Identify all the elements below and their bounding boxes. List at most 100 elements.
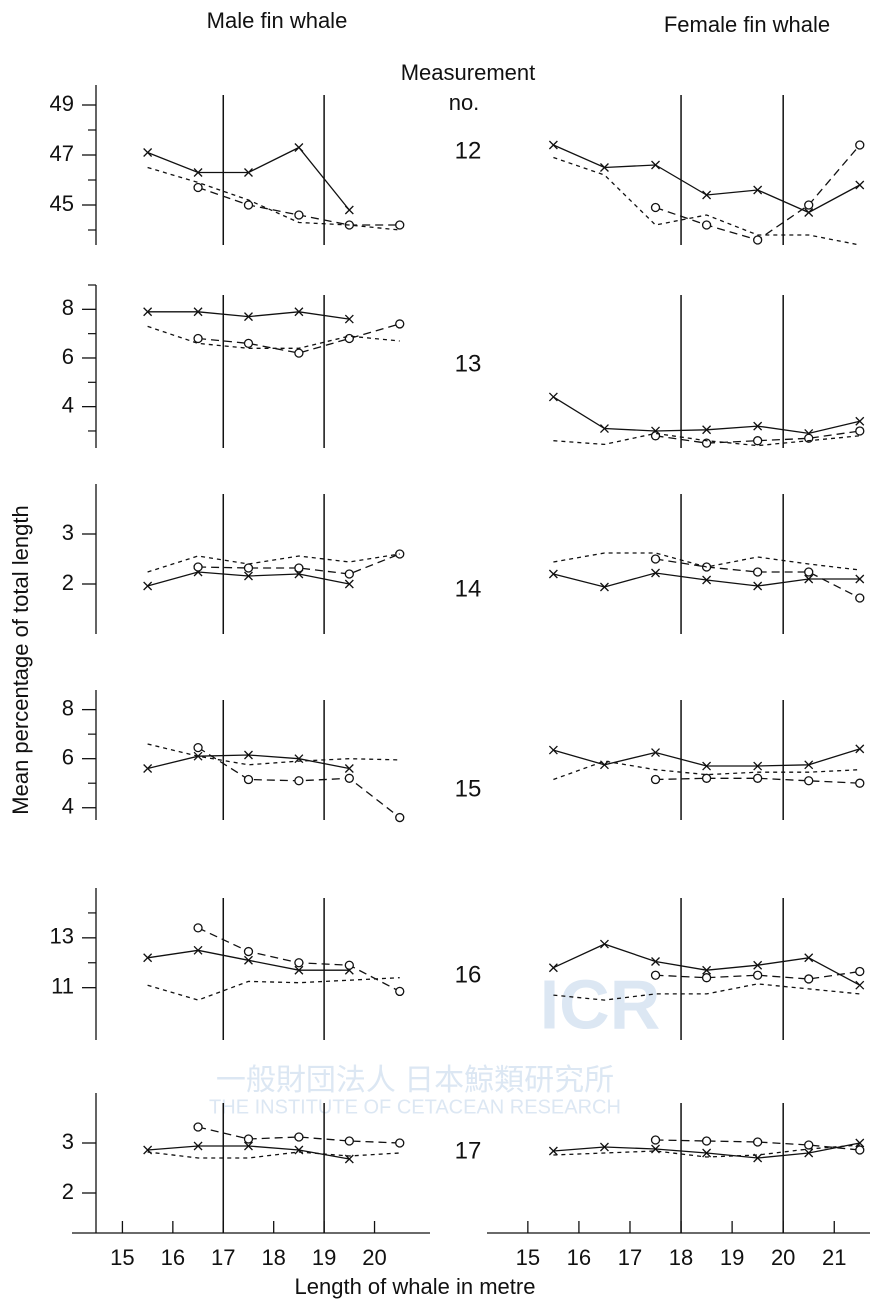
marker-cross bbox=[548, 1146, 558, 1156]
marker-cross bbox=[143, 307, 153, 317]
series-line bbox=[198, 323, 400, 354]
x-tick-label: 20 bbox=[771, 1245, 795, 1270]
marker-cross bbox=[244, 312, 253, 322]
marker-circle bbox=[395, 549, 405, 559]
y-tick-label: 8 bbox=[62, 295, 74, 320]
marker-cross bbox=[344, 314, 354, 324]
y-tick-label: 8 bbox=[62, 695, 74, 720]
measurement-number: 17 bbox=[455, 1137, 482, 1164]
marker-circle bbox=[294, 958, 304, 968]
marker-cross bbox=[702, 190, 712, 200]
series-line bbox=[655, 558, 861, 599]
series-line bbox=[147, 553, 400, 573]
series-line bbox=[553, 144, 861, 214]
marker-circle bbox=[395, 1138, 405, 1148]
marker-circle bbox=[855, 778, 865, 788]
marker-cross bbox=[599, 163, 609, 172]
marker-circle bbox=[650, 970, 661, 980]
column-title: Male fin whale bbox=[207, 8, 348, 33]
marker-circle bbox=[804, 974, 814, 984]
marker-circle bbox=[395, 812, 405, 823]
measurement-number: 16 bbox=[455, 961, 482, 988]
series-line bbox=[147, 1145, 350, 1160]
marker-cross bbox=[804, 760, 814, 770]
measurement-number: 14 bbox=[455, 575, 482, 602]
marker-cross bbox=[753, 960, 763, 970]
measurement-heading: Measurement bbox=[401, 60, 536, 85]
marker-circle bbox=[243, 338, 254, 349]
marker-cross bbox=[548, 140, 558, 150]
marker-circle bbox=[395, 319, 405, 329]
x-tick-label: 20 bbox=[362, 1245, 386, 1270]
marker-circle bbox=[855, 1145, 865, 1155]
series-line bbox=[147, 166, 400, 231]
series-line bbox=[198, 553, 400, 575]
marker-cross bbox=[143, 148, 153, 157]
marker-cross bbox=[855, 416, 865, 426]
x-tick-label: 18 bbox=[261, 1245, 285, 1270]
series-line bbox=[553, 432, 860, 447]
marker-circle bbox=[753, 1137, 763, 1147]
measurement-number: 15 bbox=[455, 775, 482, 802]
marker-cross bbox=[651, 957, 660, 966]
y-tick-label: 4 bbox=[62, 794, 74, 819]
marker-cross bbox=[651, 160, 660, 170]
marker-circle bbox=[650, 554, 661, 564]
marker-circle bbox=[650, 774, 661, 785]
marker-circle bbox=[753, 567, 763, 577]
marker-circle bbox=[243, 1134, 254, 1144]
marker-circle bbox=[650, 202, 661, 213]
marker-cross bbox=[193, 168, 203, 177]
marker-circle bbox=[344, 960, 354, 970]
marker-cross bbox=[804, 953, 814, 963]
x-tick-label: 18 bbox=[669, 1245, 693, 1270]
series-line bbox=[553, 552, 860, 571]
marker-circle bbox=[193, 182, 203, 193]
marker-circle bbox=[193, 333, 203, 344]
marker-cross bbox=[294, 143, 304, 152]
marker-circle bbox=[855, 140, 865, 150]
marker-circle bbox=[294, 210, 304, 220]
x-tick-label: 15 bbox=[110, 1245, 134, 1270]
marker-cross bbox=[294, 754, 304, 764]
marker-cross bbox=[193, 945, 203, 955]
marker-circle bbox=[855, 426, 865, 436]
series-line bbox=[147, 571, 350, 587]
marker-cross bbox=[143, 581, 153, 591]
marker-cross bbox=[855, 980, 865, 990]
series-line bbox=[197, 1126, 400, 1144]
y-tick-label: 47 bbox=[50, 141, 74, 166]
marker-cross bbox=[344, 764, 354, 773]
marker-circle bbox=[701, 773, 712, 783]
y-tick-label: 6 bbox=[62, 744, 74, 769]
marker-circle bbox=[344, 1136, 354, 1146]
measurement-number: 12 bbox=[455, 137, 482, 164]
marker-cross bbox=[855, 574, 865, 584]
marker-circle bbox=[650, 1135, 661, 1145]
x-tick-label: 16 bbox=[161, 1245, 185, 1270]
marker-cross bbox=[599, 939, 609, 949]
marker-circle bbox=[294, 1132, 304, 1142]
marker-cross bbox=[244, 168, 253, 177]
marker-cross bbox=[344, 205, 354, 215]
marker-circle bbox=[804, 1140, 814, 1150]
marker-cross bbox=[294, 965, 304, 975]
marker-cross bbox=[753, 581, 763, 591]
marker-cross bbox=[855, 744, 865, 754]
x-tick-label: 15 bbox=[516, 1245, 540, 1270]
series-line bbox=[147, 1151, 400, 1159]
marker-cross bbox=[702, 575, 712, 585]
marker-cross bbox=[344, 579, 354, 589]
marker-cross bbox=[702, 1148, 712, 1158]
marker-cross bbox=[702, 425, 712, 435]
marker-cross bbox=[599, 424, 609, 433]
marker-cross bbox=[548, 392, 558, 402]
y-tick-label: 2 bbox=[62, 570, 74, 595]
watermark-japanese: 一般財団法人 日本鯨類研究所 bbox=[216, 1064, 614, 1097]
watermark-english: THE INSTITUTE OF CETACEAN RESEARCH bbox=[209, 1096, 621, 1118]
series-line bbox=[655, 777, 860, 784]
marker-circle bbox=[193, 923, 203, 933]
series-line bbox=[147, 311, 350, 320]
marker-cross bbox=[804, 574, 814, 584]
